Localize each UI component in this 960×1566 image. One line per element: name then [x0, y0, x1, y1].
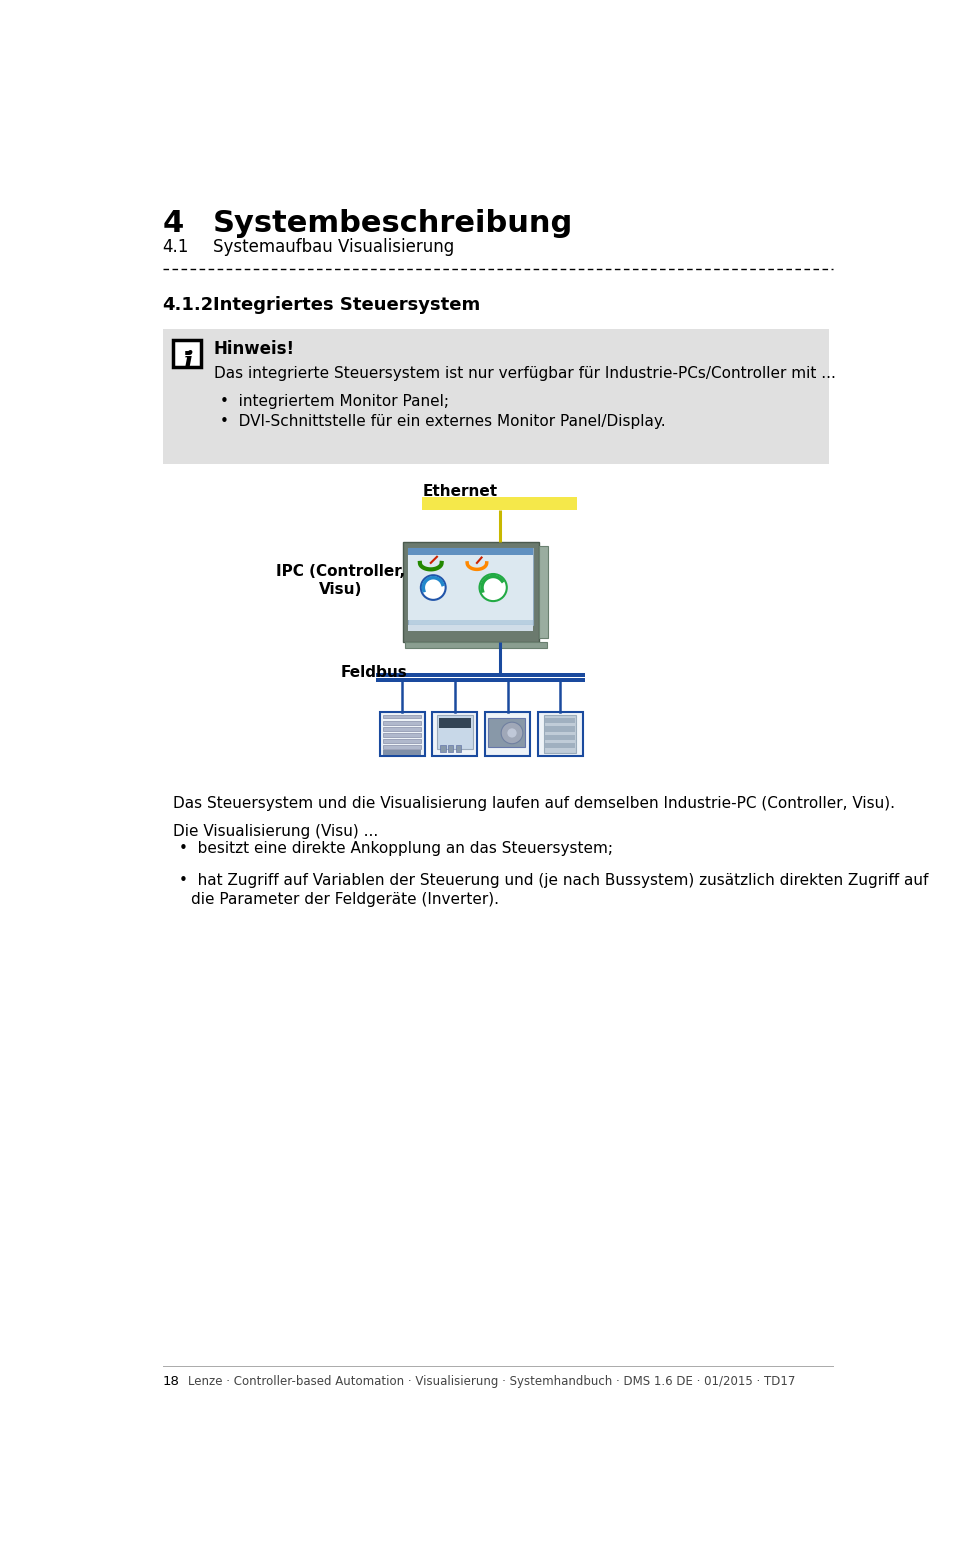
Bar [422, 498, 577, 511]
Bar [544, 714, 576, 753]
Text: 4.1.2: 4.1.2 [162, 296, 214, 313]
Bar [439, 717, 471, 728]
Bar [162, 329, 829, 464]
Bar [538, 711, 583, 756]
Text: Feldbus: Feldbus [341, 666, 408, 680]
Bar [447, 745, 453, 752]
Bar [545, 727, 575, 731]
Text: •  DVI-Schnittstelle für ein externes Monitor Panel/Display.: • DVI-Schnittstelle für ein externes Mon… [220, 415, 665, 429]
Text: Systembeschreibung: Systembeschreibung [213, 210, 573, 238]
Bar [408, 548, 533, 625]
Bar [545, 734, 575, 741]
Text: Integriertes Steuersystem: Integriertes Steuersystem [213, 296, 480, 313]
Circle shape [479, 575, 507, 601]
Bar [383, 720, 421, 725]
Bar [437, 716, 472, 749]
Bar [383, 739, 421, 744]
Bar [383, 745, 421, 749]
Text: 4: 4 [162, 210, 184, 238]
Bar [375, 678, 585, 683]
Text: •  integriertem Monitor Panel;: • integriertem Monitor Panel; [220, 395, 449, 409]
Bar [375, 673, 585, 677]
Text: •  hat Zugriff auf Variablen der Steuerung und (je nach Bussystem) zusätzlich di: • hat Zugriff auf Variablen der Steuerun… [179, 874, 928, 888]
Bar [485, 711, 530, 756]
Bar [545, 717, 575, 723]
Text: •  besitzt eine direkte Ankopplung an das Steuersystem;: • besitzt eine direkte Ankopplung an das… [179, 841, 612, 857]
Bar [383, 727, 421, 731]
Bar [488, 717, 525, 747]
Bar [383, 750, 421, 755]
Bar [440, 745, 445, 752]
Text: Die Visualisierung (Visu) ...: Die Visualisierung (Visu) ... [173, 824, 378, 839]
Text: Hinweis!: Hinweis! [214, 340, 295, 357]
Bar [405, 642, 547, 648]
Bar [383, 733, 421, 738]
Text: i: i [182, 351, 192, 374]
Bar [545, 744, 575, 749]
Bar [408, 556, 533, 620]
Text: Systemaufbau Visualisierung: Systemaufbau Visualisierung [213, 238, 454, 255]
Text: 4.1: 4.1 [162, 238, 189, 255]
Bar [383, 714, 421, 719]
Text: die Parameter der Feldgeräte (Inverter).: die Parameter der Feldgeräte (Inverter). [191, 891, 499, 907]
Bar [403, 542, 539, 642]
Circle shape [507, 728, 516, 738]
Text: 18: 18 [162, 1375, 180, 1389]
Text: Das integrierte Steuersystem ist nur verfügbar für Industrie-PCs/Controller mit : Das integrierte Steuersystem ist nur ver… [214, 366, 835, 381]
Bar [456, 745, 461, 752]
Circle shape [420, 575, 445, 600]
Text: IPC (Controller,
Visu): IPC (Controller, Visu) [276, 564, 405, 597]
Bar [539, 547, 548, 639]
Bar [432, 711, 477, 756]
Bar [408, 625, 533, 631]
Bar [379, 711, 424, 756]
Text: Ethernet: Ethernet [422, 484, 497, 500]
Text: Das Steuersystem und die Visualisierung laufen auf demselben Industrie-PC (Contr: Das Steuersystem und die Visualisierung … [173, 796, 895, 811]
Bar [408, 548, 533, 556]
Circle shape [501, 722, 523, 744]
Bar [174, 340, 202, 368]
Text: Lenze · Controller-based Automation · Visualisierung · Systemhandbuch · DMS 1.6 : Lenze · Controller-based Automation · Vi… [188, 1375, 796, 1389]
Text: ·: · [183, 345, 192, 365]
